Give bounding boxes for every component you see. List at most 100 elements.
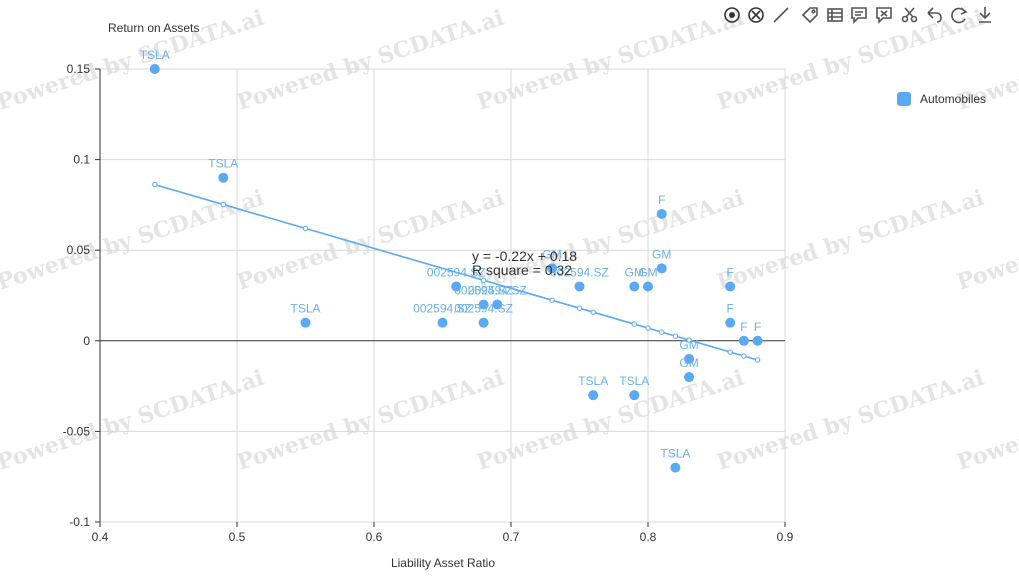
data-point-label: 002594.SZ <box>550 265 609 279</box>
data-point-label: 002594.SZ <box>454 302 513 316</box>
data-point <box>629 390 640 401</box>
regression-marker <box>741 353 747 359</box>
watermark-text: Powered by SCDATA.ai <box>474 5 747 116</box>
scissors-icon[interactable] <box>901 7 918 23</box>
grid-lines <box>100 68 786 523</box>
data-point <box>149 64 160 74</box>
data-point <box>656 263 667 274</box>
x-tick-label: 0.4 <box>92 530 109 544</box>
watermark-text: Powered by SCDATA.ai <box>234 365 507 476</box>
regression-marker <box>672 333 679 339</box>
data-point-label: TSLA <box>208 157 238 171</box>
legend[interactable]: Automobiles <box>897 92 986 106</box>
line-tool-icon[interactable] <box>773 7 789 23</box>
data-point-label: TSLA <box>140 48 170 62</box>
regression-marker <box>631 321 637 327</box>
data-point <box>478 317 489 328</box>
data-point <box>684 372 695 383</box>
data-point-label: F <box>727 265 734 279</box>
data-point <box>437 317 448 328</box>
data-point <box>588 390 599 401</box>
watermark-text: Powered by SCDATA.ai <box>714 365 987 476</box>
regression-marker <box>754 357 761 363</box>
regression-line <box>152 181 761 363</box>
regression-marker <box>590 309 596 315</box>
regression-marker <box>576 305 583 311</box>
y-tick-label: 0 <box>83 334 90 348</box>
data-point-label: 002594.SZ <box>454 284 513 298</box>
data-point-label: GM <box>679 356 698 370</box>
zoom-select-icon[interactable] <box>724 7 740 23</box>
data-point <box>478 299 489 310</box>
data-point <box>629 281 640 292</box>
data-point-label: F <box>658 193 665 207</box>
legend-label[interactable]: Automobiles <box>920 92 986 106</box>
x-tick-label: 0.9 <box>777 530 794 544</box>
watermark-text: Powered by SCDATA.ai <box>474 365 747 476</box>
regression-marker <box>220 201 227 208</box>
data-point-label: TSLA <box>578 374 608 388</box>
data-point <box>643 281 653 292</box>
data-point <box>574 281 585 292</box>
x-tick-label: 0.8 <box>640 530 657 544</box>
regression-marker <box>480 277 487 283</box>
data-point-label: TSLA <box>660 447 690 461</box>
y-tick-label: 0.05 <box>67 243 91 257</box>
data-point-label: F <box>754 320 761 334</box>
regression-marker <box>659 329 665 335</box>
regression-marker <box>152 181 158 188</box>
data-point <box>547 263 558 274</box>
annotation-icon[interactable] <box>851 7 867 24</box>
zoom-reset-icon[interactable] <box>748 7 764 23</box>
x-axis-title: Liability Asset Ratio <box>391 556 495 570</box>
y-axis-title: Return on Assets <box>108 21 199 35</box>
data-point <box>752 335 763 346</box>
chart-toolbar <box>724 7 991 24</box>
data-point <box>300 317 311 328</box>
data-point-label: 002594.SZ <box>468 284 527 298</box>
watermark-text: Powered by SCDATA.ai <box>234 5 507 116</box>
data-point-label: TSLA <box>290 302 320 316</box>
data-point-label: F <box>727 302 734 316</box>
data-point-label: GM <box>638 265 657 279</box>
data-point <box>725 281 736 292</box>
data-points <box>149 64 763 473</box>
data-point <box>656 208 667 219</box>
data-point <box>492 299 503 310</box>
legend-swatch[interactable] <box>897 92 911 106</box>
y-tick-label: 0.1 <box>73 153 90 167</box>
y-tick-label: -0.1 <box>69 515 90 529</box>
watermark-text: Powered by SCDATA.ai <box>0 365 267 476</box>
r-square-label: R square = 0.32 <box>472 262 572 278</box>
data-point-label: GM <box>625 265 644 279</box>
undo-icon[interactable] <box>927 7 942 23</box>
y-tick-label: 0.15 <box>67 62 91 76</box>
regression-equation: y = -0.22x + 0.18 <box>472 248 577 264</box>
data-point-label: GM <box>652 247 671 261</box>
data-point <box>725 317 736 328</box>
clear-annotation-icon[interactable] <box>876 7 892 24</box>
data-point-label: GM <box>542 247 561 261</box>
regression-marker <box>549 297 555 303</box>
x-tick-label: 0.6 <box>366 530 383 544</box>
watermark-text: Powered by SCDATA.ai <box>474 185 747 296</box>
x-tick-label: 0.5 <box>229 530 246 544</box>
download-icon[interactable] <box>979 7 991 23</box>
tag-icon[interactable] <box>801 7 818 24</box>
data-point <box>218 172 229 183</box>
data-point <box>738 335 749 346</box>
regression-marker <box>645 325 651 331</box>
data-point <box>451 281 462 292</box>
x-tick-label: 0.7 <box>503 530 520 544</box>
data-point-label: 002594.SZ <box>413 302 472 316</box>
regression-line-path <box>154 183 758 361</box>
data-point <box>670 462 681 473</box>
data-view-icon[interactable] <box>827 8 843 22</box>
data-point <box>684 353 695 364</box>
refresh-icon[interactable] <box>951 7 968 24</box>
data-point-label: 002594.SZ <box>427 265 486 279</box>
regression-marker <box>686 337 692 343</box>
